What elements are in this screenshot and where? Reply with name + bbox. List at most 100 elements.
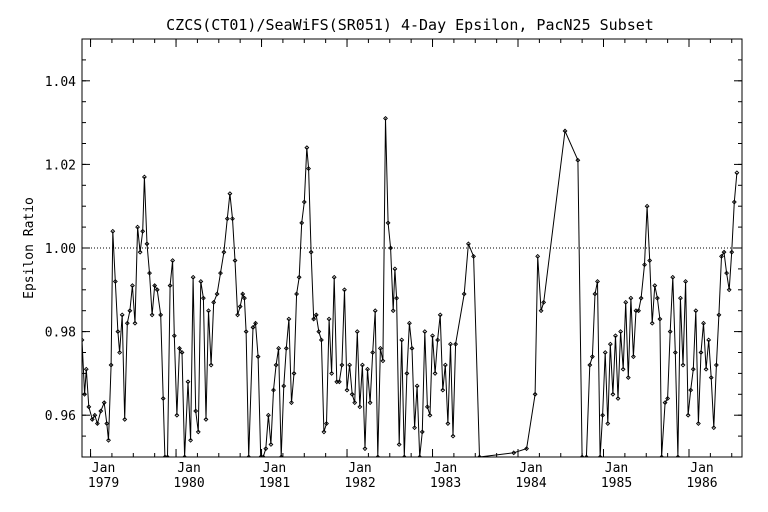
x-tick-month: Jan (177, 461, 200, 476)
data-point (435, 337, 441, 343)
data-point (104, 421, 110, 426)
data-point (592, 291, 598, 297)
data-point (276, 345, 282, 351)
data-point (86, 404, 92, 410)
data-point (224, 216, 230, 222)
data-point (399, 337, 405, 343)
data-point (260, 454, 266, 457)
data-point (562, 128, 568, 134)
data-point (304, 145, 310, 151)
data-point (448, 341, 453, 347)
data-point (644, 203, 650, 209)
data-point (628, 295, 634, 301)
data-point (294, 291, 300, 297)
data-point (198, 279, 204, 284)
data-point (667, 329, 673, 335)
data-point (579, 454, 585, 457)
data-point (607, 341, 613, 347)
data-point (94, 421, 100, 426)
data-point (218, 270, 223, 276)
data-point (211, 299, 217, 305)
data-point (182, 454, 188, 457)
data-point (140, 228, 146, 234)
data-point (291, 370, 297, 376)
data-point (432, 370, 438, 376)
data-point (289, 400, 294, 406)
data-point (232, 258, 238, 263)
data-point (82, 337, 85, 343)
data-point (243, 329, 249, 335)
data-point (137, 249, 143, 255)
data-point (683, 279, 689, 284)
data-point (339, 362, 345, 368)
data-point (82, 391, 88, 397)
data-point (672, 350, 678, 355)
data-point (110, 228, 116, 234)
data-point (278, 454, 284, 457)
data-point (377, 345, 383, 351)
data-point (419, 429, 425, 435)
y-tick-label: 1.02 (45, 158, 76, 173)
data-point (375, 454, 381, 457)
data-point (365, 366, 370, 372)
data-point (703, 366, 709, 372)
data-point (719, 253, 724, 259)
data-point (662, 400, 668, 406)
data-point (347, 362, 353, 368)
data-point (135, 224, 141, 230)
data-point (171, 333, 177, 339)
data-point (283, 345, 289, 351)
data-point (372, 308, 378, 314)
y-tick-label: 0.98 (45, 326, 76, 341)
data-point (380, 358, 386, 364)
data-point (450, 433, 456, 439)
data-point (193, 408, 199, 414)
data-point (708, 375, 714, 381)
data-point (132, 320, 138, 326)
data-point (326, 316, 332, 322)
data-point (179, 350, 185, 355)
data-point (597, 454, 603, 457)
data-point (618, 329, 624, 335)
data-point (329, 370, 335, 376)
data-point (409, 345, 415, 351)
x-tick-year: 1981 (259, 476, 290, 491)
data-point (119, 312, 125, 318)
data-point (174, 412, 180, 418)
x-tick-month: Jan (690, 461, 713, 476)
data-point (152, 283, 158, 289)
data-point (357, 404, 363, 410)
data-point (344, 387, 350, 393)
data-point (437, 312, 443, 318)
data-point (649, 320, 655, 326)
data-point (414, 383, 420, 389)
data-point (471, 253, 476, 259)
data-point (241, 295, 247, 301)
data-point (440, 387, 446, 393)
data-point (538, 308, 544, 314)
data-point (268, 442, 274, 447)
data-point (401, 454, 407, 457)
data-point (203, 416, 209, 422)
data-point (352, 400, 358, 406)
x-tick-year: 1980 (173, 476, 204, 491)
data-point (589, 354, 595, 360)
data-point (101, 400, 107, 406)
data-point (716, 312, 722, 318)
data-point (115, 329, 121, 335)
data-point (701, 320, 706, 326)
data-point (230, 216, 235, 222)
data-point (685, 412, 691, 418)
x-tick-year: 1986 (686, 476, 717, 491)
data-point (524, 446, 529, 452)
data-point (336, 379, 342, 385)
data-point (390, 308, 396, 314)
data-point (92, 412, 98, 418)
data-point (417, 454, 423, 457)
data-point (331, 274, 337, 280)
data-point (690, 366, 696, 372)
x-tick-month: Jan (348, 461, 371, 476)
data-point (170, 258, 176, 263)
data-point (652, 283, 658, 289)
data-point (442, 362, 448, 368)
